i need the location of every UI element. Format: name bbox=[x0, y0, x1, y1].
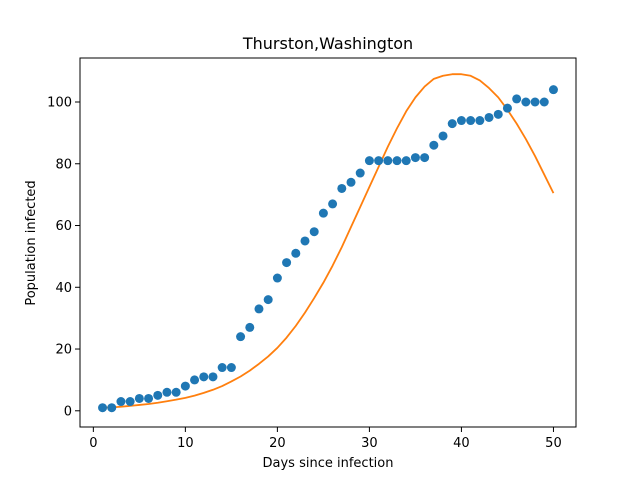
data-point bbox=[438, 131, 448, 141]
data-point bbox=[355, 168, 365, 178]
y-tick-label: 40 bbox=[55, 281, 72, 296]
data-point bbox=[125, 397, 135, 407]
data-point bbox=[364, 156, 374, 166]
data-point bbox=[318, 208, 328, 218]
data-point bbox=[512, 94, 522, 104]
data-point bbox=[502, 103, 512, 113]
data-point bbox=[144, 393, 154, 403]
data-point bbox=[475, 116, 485, 126]
data-point bbox=[134, 393, 144, 403]
chart-title: Thurston,Washington bbox=[242, 34, 413, 53]
data-point bbox=[300, 236, 310, 246]
data-point bbox=[254, 304, 264, 314]
x-axis-label: Days since infection bbox=[263, 456, 394, 471]
y-tick-label: 100 bbox=[47, 96, 72, 111]
data-point bbox=[401, 156, 411, 166]
data-point bbox=[530, 97, 540, 107]
data-point bbox=[539, 97, 549, 107]
data-point bbox=[548, 85, 558, 95]
x-tick-label: 50 bbox=[545, 436, 562, 451]
series-layer bbox=[98, 73, 558, 413]
data-point bbox=[328, 199, 338, 209]
data-point bbox=[116, 397, 126, 407]
data-point bbox=[291, 248, 301, 258]
y-tick-label: 60 bbox=[55, 219, 72, 234]
x-tick-label: 30 bbox=[361, 436, 378, 451]
plot-area bbox=[79, 57, 577, 428]
data-point bbox=[309, 227, 319, 237]
x-tick-label: 20 bbox=[269, 436, 286, 451]
data-point bbox=[263, 295, 273, 305]
data-point bbox=[383, 156, 393, 166]
data-point bbox=[190, 375, 200, 385]
data-point bbox=[392, 156, 402, 166]
data-point bbox=[162, 387, 172, 397]
data-point bbox=[456, 116, 466, 126]
data-point bbox=[521, 97, 531, 107]
data-point bbox=[98, 403, 108, 413]
data-point bbox=[171, 387, 181, 397]
data-point bbox=[153, 390, 163, 400]
data-point bbox=[107, 403, 117, 413]
data-point bbox=[245, 322, 255, 332]
data-point bbox=[447, 119, 457, 129]
y-tick-label: 80 bbox=[55, 157, 72, 172]
data-point bbox=[199, 372, 209, 382]
y-axis-label: Population infected bbox=[24, 180, 39, 305]
y-tick-label: 0 bbox=[64, 404, 72, 419]
data-point bbox=[226, 363, 236, 373]
y-axis: 0 20 40 60 80 100 bbox=[47, 96, 80, 419]
data-point bbox=[429, 140, 439, 150]
data-point bbox=[217, 363, 227, 373]
plot-frame bbox=[79, 57, 577, 428]
data-point bbox=[420, 153, 430, 163]
data-point bbox=[410, 153, 420, 163]
series-line bbox=[102, 73, 555, 409]
data-point bbox=[493, 109, 503, 119]
x-tick-label: 40 bbox=[453, 436, 470, 451]
x-tick-label: 10 bbox=[177, 436, 194, 451]
data-point bbox=[484, 112, 494, 122]
data-point bbox=[180, 381, 190, 391]
data-point bbox=[346, 177, 356, 187]
data-point bbox=[337, 183, 347, 193]
x-tick-label: 0 bbox=[89, 436, 97, 451]
data-point bbox=[208, 372, 218, 382]
data-point bbox=[374, 156, 384, 166]
x-axis: 0 10 20 30 40 50 bbox=[89, 427, 562, 451]
data-point bbox=[466, 116, 476, 126]
data-point bbox=[282, 258, 292, 268]
data-point bbox=[236, 332, 246, 342]
y-tick-label: 20 bbox=[55, 343, 72, 358]
data-point bbox=[272, 273, 282, 283]
